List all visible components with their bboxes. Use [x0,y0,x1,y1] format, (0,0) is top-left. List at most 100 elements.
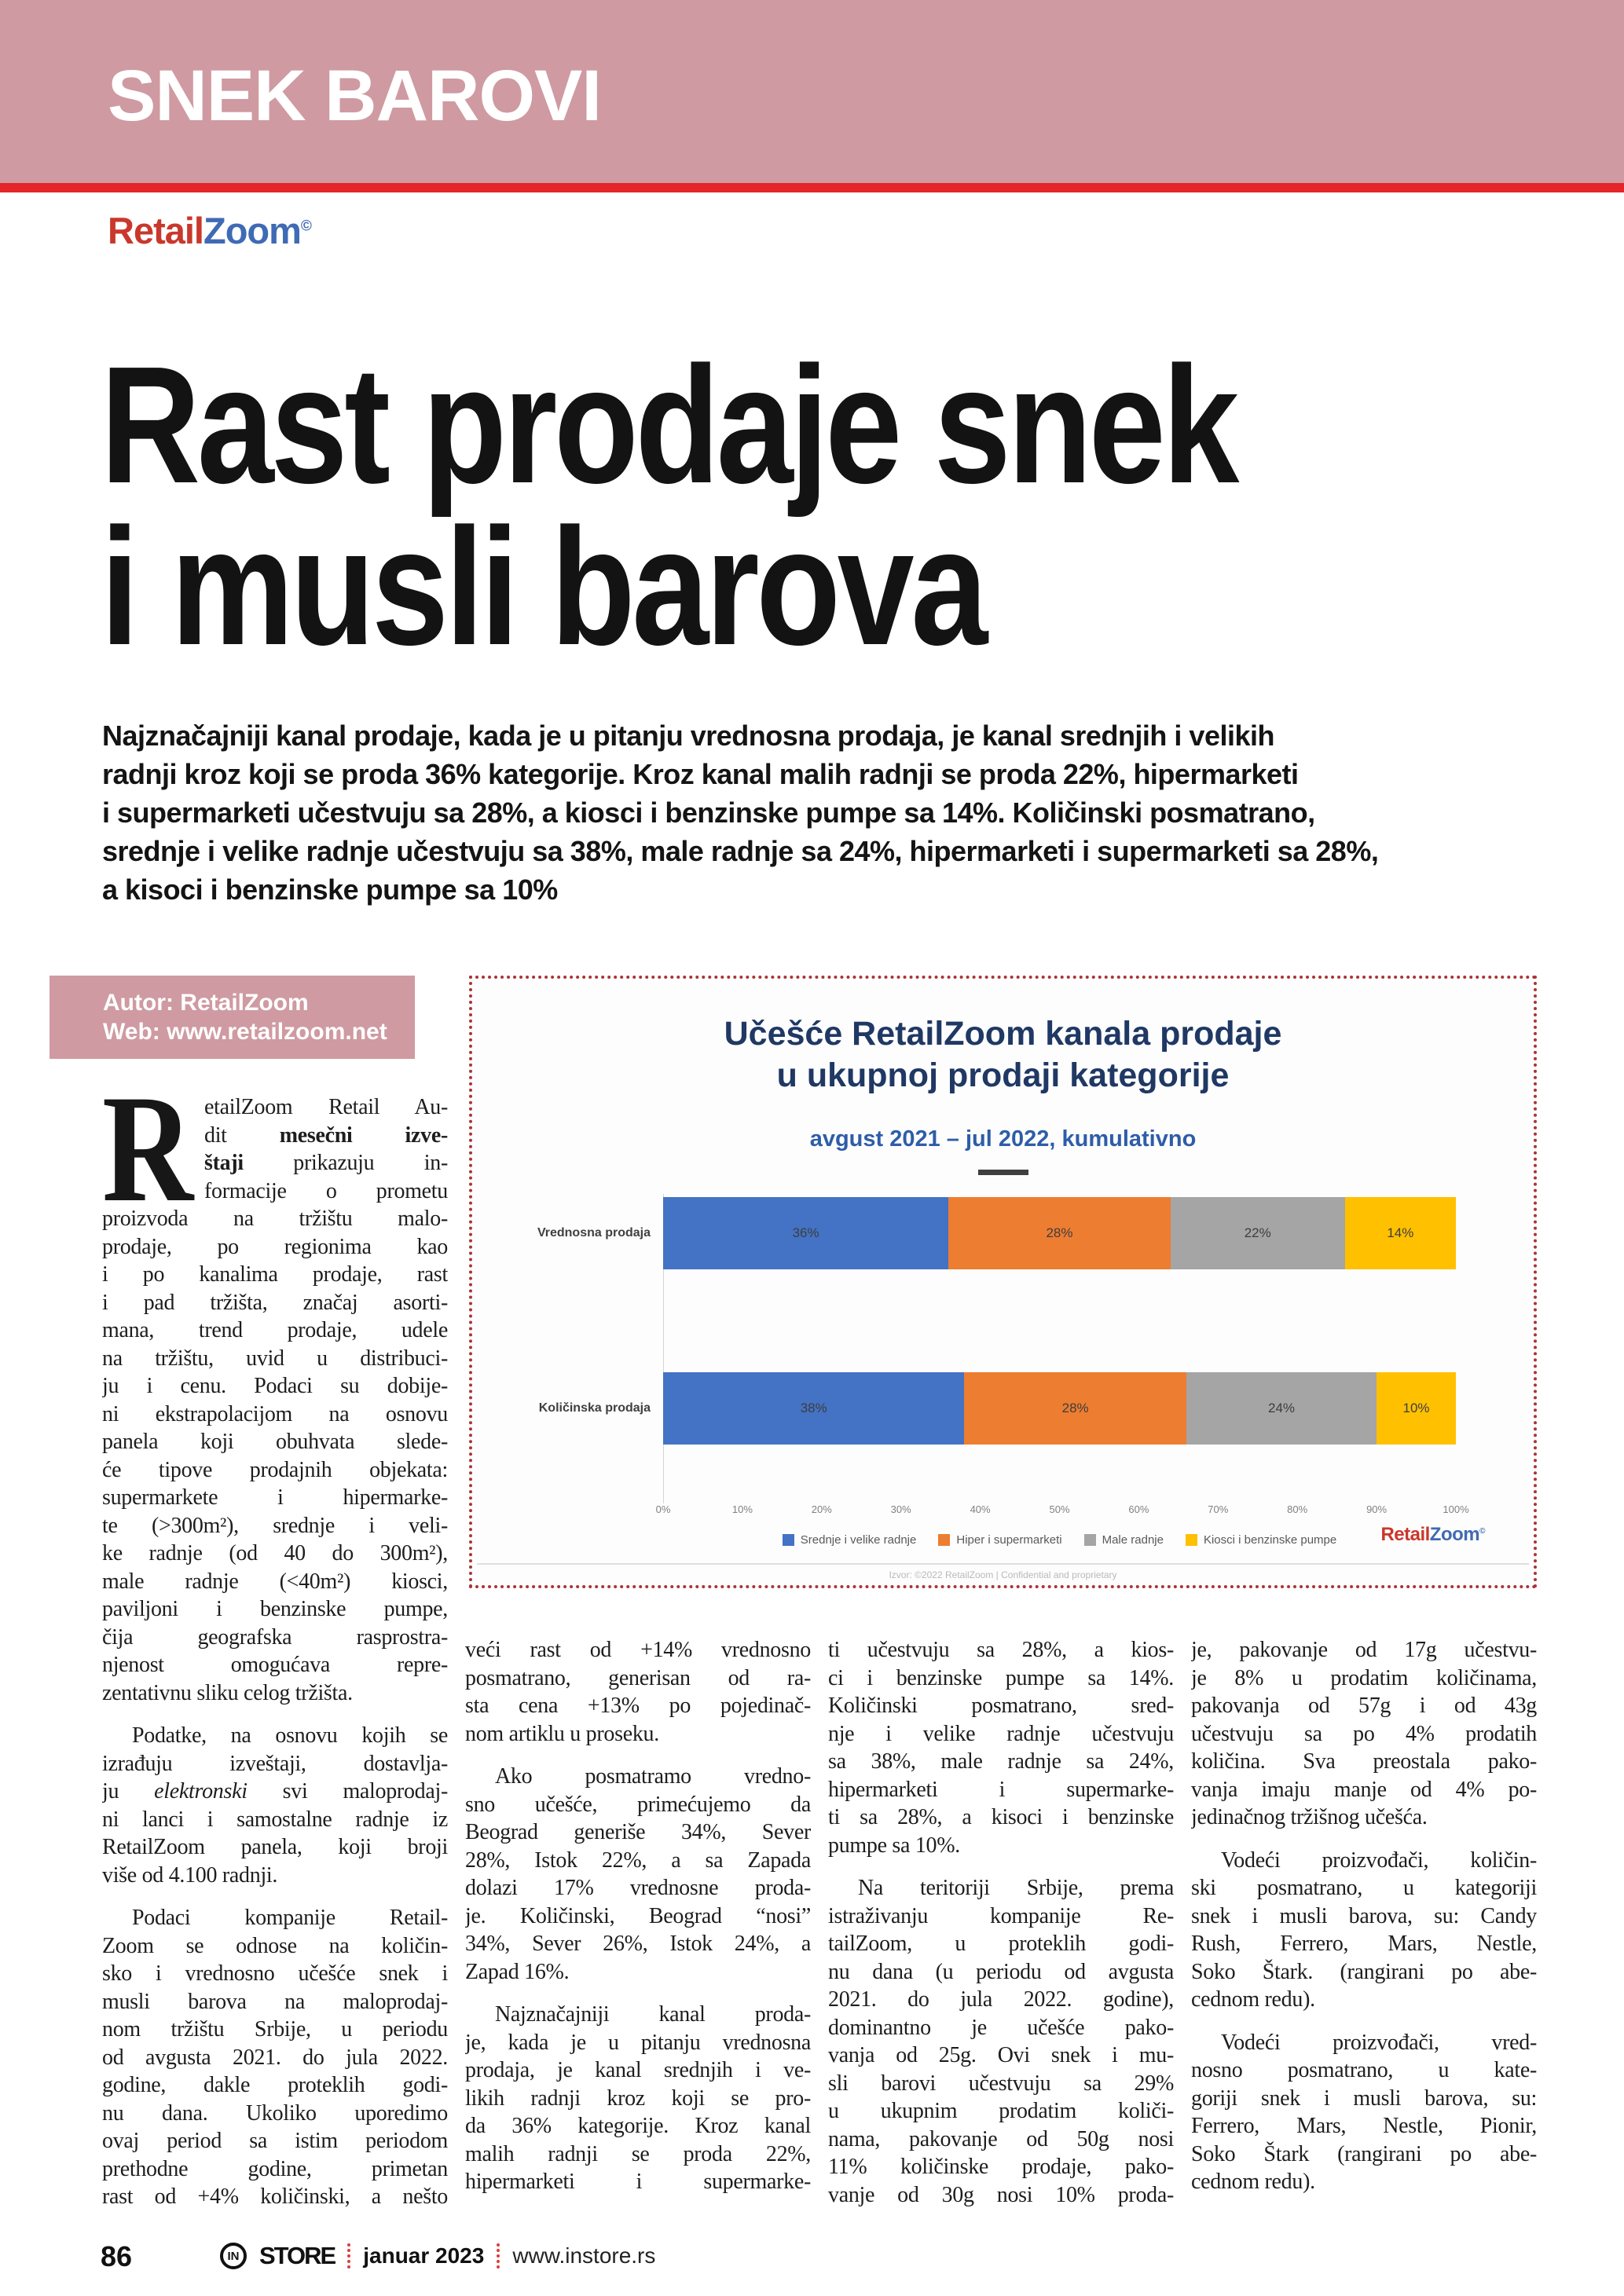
text-line: panela koji obuhvata slede- [102,1430,448,1454]
chart-brand-mark: © [1479,1527,1485,1536]
author-web-link[interactable]: Web: www.retailzoom.net [103,1019,387,1045]
text-line: Vodeći proizvođači, količin- [1221,1847,1537,1873]
paragraph: veći rast od +14% vrednosno posmatrano, g… [465,1636,811,1748]
text-line: musli barova na maloprodaj- [102,1989,448,2014]
bar-segment: 24% [1186,1372,1377,1445]
lead-line: i supermarketi učestvuju sa 28%, a kiosc… [102,796,1315,829]
legend-swatch-icon [938,1534,951,1546]
bar-segment: 28% [948,1197,1171,1269]
text-line: mana, trend prodaje, udele [102,1318,448,1342]
footer-site-link[interactable]: www.instore.rs [512,2243,656,2268]
text-line: nu dana. Ukoliko uporedimo [102,2100,448,2126]
legend-swatch-icon [1185,1534,1197,1546]
section-title: SNEK BAROVI [108,56,602,136]
text-line: hipermarketi i supermarke- [828,1777,1174,1802]
paragraph: Ako posmatramo vredno-sno učešće, primeć… [465,1763,811,1986]
chart-source-note: Izvor: ©2022 RetailZoom | Confidential a… [889,1569,1117,1580]
page-footer: 86 IN STORE januar 2023 www.instore.rs [0,2239,1624,2273]
paragraph: je, pakovanje od 17g učestvu-je 8% u pro… [1191,1636,1537,1832]
text-line: štaji prikazuju in- [204,1151,448,1175]
bar-segment: 36% [663,1197,949,1269]
paragraph: Vodeći proizvođači, vred-nosno posmatran… [1191,2029,1537,2196]
text-line: paviljoni i benzinske pumpe, [102,1597,448,1621]
logo-retail: Retail [108,210,204,251]
text-line: vanje od 30g nosi 10% proda- [828,2182,1174,2207]
bar-track: 36% 28% 22% 14% [663,1197,1456,1269]
x-axis-tick: 90% [1366,1503,1388,1515]
text-line: od avgusta 2021. do jula 2022. [102,2045,448,2070]
text-line: prodaje, po regionima kao [102,1234,448,1259]
text-line: Vodeći proizvođači, vred- [1221,2030,1537,2055]
text-line: Beograd generiše 34%, Sever [465,1820,811,1844]
text-line: supermarkete i hipermarke- [102,1485,448,1510]
headline-line: Rast prodaje snek [101,331,1239,518]
text-line: male radnje (<40m²) kiosci, [102,1569,448,1594]
text-line: prodaja, je kanal srednjih i ve- [465,2058,811,2082]
body-column-2: veći rast od +14% vrednosno posmatrano, g… [465,1636,811,2196]
bar-segment: 10% [1377,1372,1456,1445]
x-axis-tick: 20% [811,1503,832,1515]
text-line: je, pakovanje od 17g učestvu- [1191,1638,1537,1662]
chart-subtitle-dash [977,1170,1028,1175]
text-line: sko i vrednosno učešće snek i [102,1961,448,1986]
text-line: jedinačnog tržišnog učešća. [1191,1805,1428,1829]
text-line: veći rast od +14% vrednosno [465,1638,811,1662]
text-line: pumpe sa 10%. [828,1833,960,1858]
text-line: nom artiklu u proseku. [465,1721,659,1746]
bar-row: Vrednosna prodaja 36% 28% 22% 14% [472,1197,1534,1269]
text-line: njenost omogućava repre- [102,1653,448,1677]
text-line: vanja od 25g. Ovi snek i mu- [828,2043,1174,2067]
chart-brand-zoom: Zoom [1429,1524,1480,1545]
text-line: u ukupnim prodatim količi- [828,2099,1174,2123]
x-axis-tick: 50% [1049,1503,1070,1515]
text-line: Ferrero, Mars, Nestle, Pionir, [1191,2114,1537,2138]
text-line: RetailZoom panela, koji broji [102,1835,448,1859]
text-line: ke radnje (od 40 do 300m²), [102,1541,448,1565]
text-line: Najznačajniji kanal proda- [495,2002,811,2027]
text-line: nom tržištu Srbije, u periodu [102,2017,448,2041]
text-line: nu dana (u periodu od avgusta [828,1959,1174,1984]
text-line: sno učešće, primećujemo da [465,1792,811,1817]
text-line: je, kada je u pitanju vrednosna [465,2030,811,2055]
instore-logo-text: STORE [259,2242,336,2269]
paragraph: Najznačajniji kanal proda-je, kada je u … [465,2001,811,2196]
text-line: je. Količinski, Beograd “nosi” [465,1903,811,1928]
text-line: Rush, Ferrero, Mars, Nestle, [1191,1932,1537,1956]
footer-brand-group: IN STORE januar 2023 www.instore.rs [220,2239,655,2273]
paragraph: Vodeći proizvođači, količin-ski posmatra… [1191,1847,1537,2014]
text-line: ju i cenu. Podaci su dobije- [102,1374,448,1398]
legend-item: Hiper i supermarketi [938,1533,1062,1547]
text-line: vanja imaju manje od 4% po- [1191,1777,1537,1802]
headline-line: i musli barova [101,493,988,679]
text-line: čija geografska rasprostra- [102,1624,448,1650]
x-axis-tick: 40% [970,1503,991,1515]
body-column-3: ti učestvuju sa 28%, a kios-ci i benzins… [828,1636,1174,2209]
text-line: učestvuju sa po 4% prodatih [1191,1721,1537,1746]
text-line: količina. Sva preostala pako- [1191,1749,1537,1774]
header-band: SNEK BAROVI [0,0,1624,183]
text-line: cednom redu). [1191,2170,1315,2194]
text-line: cednom redu). [1191,1987,1315,2012]
chart-plot-area: Vrednosna prodaja 36% 28% 22% 14% Količinska … [472,1194,1534,1503]
text-line: ovaj period sa istim periodom [102,2129,448,2153]
chart-subtitle: avgust 2021 – jul 2022, kumulativno [809,1126,1197,1152]
retailzoom-logo: RetailZoom© [108,209,312,252]
text-line: Količinski posmatrano, sred- [828,1694,1174,1718]
article-headline: Rast prodaje snek i musli barova [101,331,1535,679]
text-line: ni lanci i samostalne radnje iz [102,1807,448,1832]
bar-row: Količinska prodaja 38% 28% 24% 10% [472,1372,1534,1445]
text-line: 2021. do jula 2022. godine), [828,1987,1174,2012]
paragraph: Podaci kompanije Retail- Zoom se odnose n… [102,1904,448,2211]
paragraph: Podatke, na osnovu kojih se izrađuju izve… [102,1722,448,1889]
text-line: će tipove prodajnih objekata: [102,1457,448,1482]
text-line: etailZoom Retail Au- [204,1095,448,1119]
bar-category-label: Vrednosna prodaja [537,1226,651,1240]
chart-footnote-rule [477,1563,1529,1565]
text-line: Soko Štark (rangirani po abe- [1191,2141,1537,2166]
footer-separator-icon [347,2243,351,2269]
text-line: likih radnji kroz koji se pro- [465,2085,811,2111]
page-number: 86 [101,2240,133,2272]
text-line: više od 4.100 radnji. [102,1862,278,1888]
text-line: nama, pakovanje od 50g nosi [828,2126,1174,2151]
